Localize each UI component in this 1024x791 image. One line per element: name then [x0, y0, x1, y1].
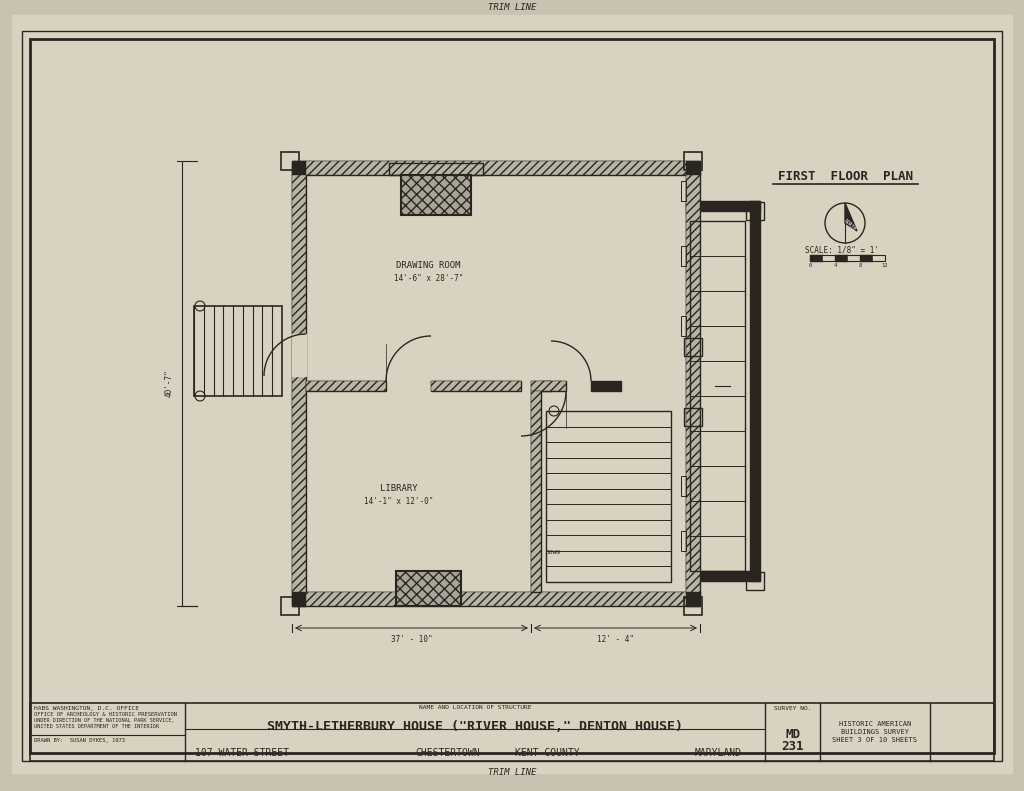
Bar	[746, 572, 764, 590]
Bar	[292, 161, 306, 606]
Bar	[531, 391, 541, 592]
Text: 0: 0	[808, 263, 812, 268]
Text: HABS WASHINGTON, D.C. OFFICE: HABS WASHINGTON, D.C. OFFICE	[34, 706, 139, 711]
Bar	[746, 202, 764, 220]
Text: 231: 231	[781, 740, 804, 752]
Text: 14'-6" x 28'-7": 14'-6" x 28'-7"	[394, 274, 463, 283]
Text: SCALE: 1/8" = 1': SCALE: 1/8" = 1'	[805, 245, 879, 254]
Text: 14'-1" x 12'-0": 14'-1" x 12'-0"	[364, 497, 433, 505]
Bar	[389, 163, 483, 175]
Bar	[306, 161, 686, 175]
Text: 107 WATER STREET: 107 WATER STREET	[195, 748, 289, 758]
Text: 12: 12	[882, 263, 888, 268]
Text: DOWN: DOWN	[546, 550, 561, 554]
Bar	[684, 408, 702, 426]
Bar	[396, 571, 461, 606]
Bar	[835, 255, 848, 261]
Bar	[292, 161, 700, 175]
Text: MARYLAND: MARYLAND	[695, 748, 742, 758]
Bar	[822, 255, 835, 261]
Bar	[292, 175, 306, 592]
Bar	[686, 161, 700, 606]
Bar	[306, 381, 386, 391]
Text: 8: 8	[858, 263, 861, 268]
Bar	[281, 152, 299, 170]
Bar	[681, 531, 686, 551]
Bar	[431, 381, 521, 391]
Text: CHESTERTOWN: CHESTERTOWN	[415, 748, 479, 758]
Bar	[686, 175, 700, 592]
Bar	[401, 175, 471, 215]
Bar	[292, 334, 306, 376]
Bar	[194, 306, 282, 396]
Bar	[531, 381, 566, 391]
Bar	[686, 201, 760, 211]
Text: NORTH: NORTH	[843, 218, 857, 232]
Bar	[684, 152, 702, 170]
Text: UNITED STATES DEPARTMENT OF THE INTERIOR: UNITED STATES DEPARTMENT OF THE INTERIOR	[34, 724, 159, 729]
Text: SURVEY NO.: SURVEY NO.	[774, 706, 811, 711]
Bar	[30, 703, 994, 761]
Bar	[591, 381, 621, 391]
Bar	[810, 255, 885, 261]
Bar	[684, 597, 702, 615]
Bar	[681, 246, 686, 266]
Bar	[531, 381, 566, 391]
Text: 4: 4	[834, 263, 837, 268]
Bar	[531, 391, 541, 592]
Text: LIBRARY: LIBRARY	[380, 483, 418, 493]
Bar	[306, 592, 686, 606]
Bar	[681, 181, 686, 201]
Text: DRAWN BY:  SUSAN DYKES, 1973: DRAWN BY: SUSAN DYKES, 1973	[34, 738, 125, 743]
Text: 12' - 4": 12' - 4"	[597, 635, 634, 644]
Text: OFFICE OF ARCHEOLOGY & HISTORIC PRESERVATION: OFFICE OF ARCHEOLOGY & HISTORIC PRESERVA…	[34, 712, 177, 717]
Bar	[686, 571, 760, 581]
Bar	[750, 201, 760, 581]
Text: 40'-7": 40'-7"	[165, 369, 174, 397]
Text: TRIM LINE: TRIM LINE	[487, 768, 537, 777]
Text: MD: MD	[785, 728, 800, 740]
Text: DRAWING ROOM: DRAWING ROOM	[396, 261, 461, 270]
Bar	[810, 255, 822, 261]
Bar	[684, 338, 702, 356]
Text: TRIM LINE: TRIM LINE	[487, 3, 537, 12]
Text: UNDER DIRECTION OF THE NATIONAL PARK SERVICE,: UNDER DIRECTION OF THE NATIONAL PARK SER…	[34, 718, 175, 723]
Bar	[401, 175, 471, 215]
Bar	[541, 381, 551, 391]
Bar	[281, 597, 299, 615]
Bar	[690, 221, 745, 571]
Bar	[306, 381, 386, 391]
Text: KENT COUNTY: KENT COUNTY	[515, 748, 580, 758]
Text: SMYTH-LETHERBURY HOUSE ("RIVER HOUSE," DENTON HOUSE): SMYTH-LETHERBURY HOUSE ("RIVER HOUSE," D…	[267, 720, 683, 732]
Polygon shape	[845, 203, 857, 231]
Text: NAME AND LOCATION OF STRUCTURE: NAME AND LOCATION OF STRUCTURE	[419, 705, 531, 710]
Text: 37' - 10": 37' - 10"	[391, 635, 432, 644]
Bar	[546, 411, 671, 582]
Bar	[396, 571, 461, 606]
Bar	[848, 255, 860, 261]
Bar	[292, 592, 700, 606]
Text: FIRST  FLOOR  PLAN: FIRST FLOOR PLAN	[777, 169, 912, 183]
Bar	[872, 255, 885, 261]
Bar	[681, 476, 686, 496]
Text: HISTORIC AMERICAN
BUILDINGS SURVEY
SHEET 3 OF 10 SHEETS: HISTORIC AMERICAN BUILDINGS SURVEY SHEET…	[833, 721, 918, 744]
Bar	[431, 381, 521, 391]
Bar	[860, 255, 872, 261]
Bar	[681, 316, 686, 336]
